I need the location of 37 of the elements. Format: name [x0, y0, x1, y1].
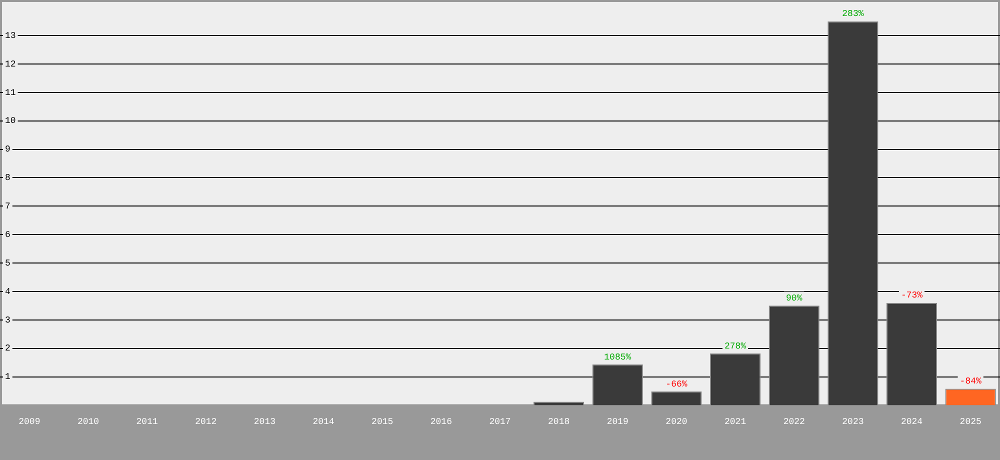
x-tick-label: 2022 — [783, 416, 805, 427]
x-tick-label: 2015 — [372, 416, 394, 427]
x-tick-label: 2024 — [900, 416, 923, 427]
x-tick-label: 2021 — [724, 416, 746, 427]
y-tick-label: 3 — [5, 315, 10, 326]
x-tick-label: 2014 — [312, 416, 334, 427]
x-tick-label: 2023 — [842, 416, 864, 427]
x-tick-label: 2019 — [606, 416, 628, 427]
x-tick-label: 2018 — [548, 416, 570, 427]
annotation: -84% — [960, 376, 982, 387]
y-tick-label: 1 — [5, 372, 10, 382]
x-tick-label: 2013 — [254, 416, 276, 427]
x-tick-label: 2010 — [77, 416, 100, 427]
annotation: -66% — [666, 379, 688, 390]
y-tick-label: 4 — [5, 286, 10, 297]
annotation: 278% — [724, 341, 747, 352]
y-tick-label: 13 — [5, 30, 16, 41]
y-tick-label: 2 — [5, 344, 10, 354]
y-tick-label: 6 — [5, 230, 10, 240]
x-tick-label: 2009 — [18, 416, 40, 427]
annotation: 283% — [842, 9, 864, 20]
x-tick-label: 2025 — [960, 416, 982, 427]
x-tick-label: 2011 — [136, 416, 158, 427]
x-tick-label: 2016 — [430, 416, 452, 427]
x-tick-label: 2017 — [489, 416, 511, 427]
y-tick-label: 10 — [5, 116, 16, 126]
y-tick-label: 5 — [5, 258, 10, 268]
x-tick-label: 2012 — [195, 416, 217, 427]
annotation: 1085% — [604, 352, 632, 362]
y-tick-label: 9 — [5, 144, 10, 155]
y-tick-label: 7 — [5, 202, 10, 212]
x-tick-label: 2020 — [666, 416, 688, 427]
annotation: -73% — [900, 290, 924, 301]
y-tick-label: 11 — [5, 88, 16, 98]
y-tick-label: 12 — [5, 59, 16, 70]
annotation: 90% — [786, 294, 803, 304]
y-tick-label: 8 — [5, 173, 10, 184]
